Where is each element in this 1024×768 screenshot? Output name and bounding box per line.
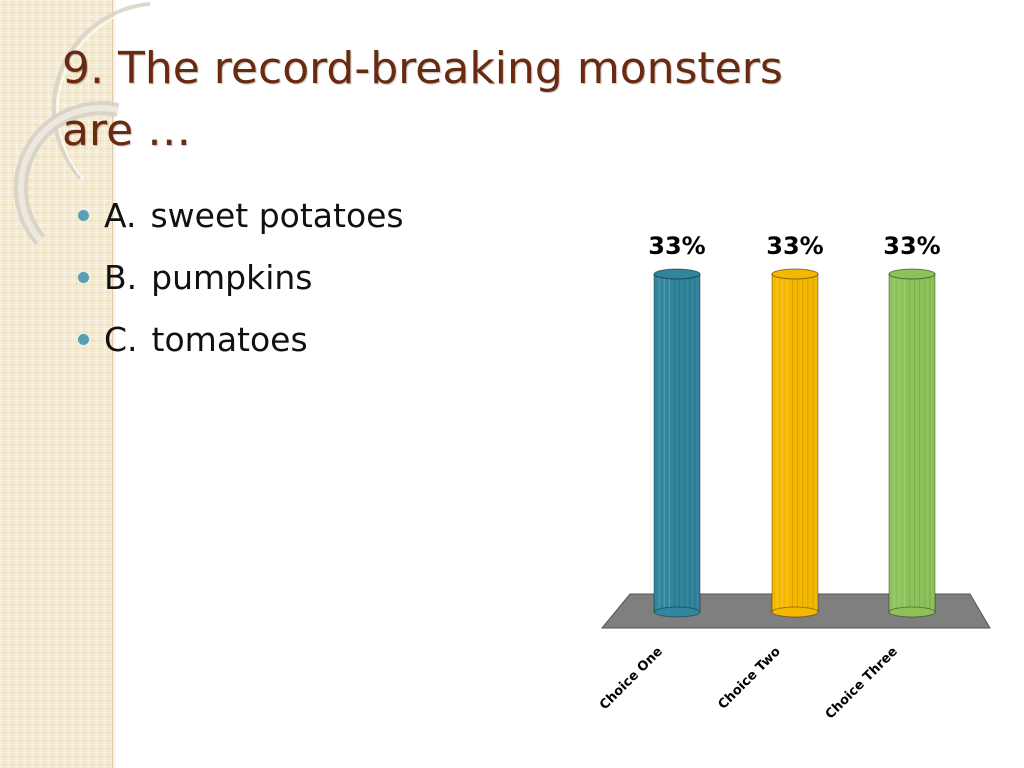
answer-item-a: A. sweet potatoes [76, 190, 404, 252]
bars-layer [653, 268, 936, 618]
answer-letter: A. [104, 196, 137, 235]
value-label-3: 33% [883, 232, 940, 260]
decorative-rings [13, 2, 155, 245]
bar-body [653, 273, 701, 613]
bar-top-cap [888, 268, 936, 280]
answer-text: tomatoes [151, 320, 308, 359]
bar-body [888, 273, 936, 613]
value-label-1: 33% [648, 232, 705, 260]
value-labels-layer: 33% 33% 33% [648, 232, 940, 260]
side-panel-edge [112, 0, 116, 768]
title-text: The record-breaking monsters are … [62, 43, 783, 156]
decor-ring-inner-highlight [17, 105, 119, 242]
bar-2 [771, 268, 819, 618]
title-number: 9. [62, 43, 104, 94]
answer-letter: B. [104, 258, 138, 297]
bar-bottom-cap [771, 606, 819, 618]
answer-item-b: B. pumpkins [76, 252, 404, 314]
slide-title: 9. The record-breaking monsters are … [62, 38, 862, 162]
category-label-3: Choice Three [823, 644, 901, 722]
answer-text: pumpkins [151, 258, 313, 297]
bar-1 [653, 268, 701, 618]
bullet-dot-icon [78, 334, 89, 345]
bullet-dot-icon [78, 272, 89, 283]
bar-3 [888, 268, 936, 618]
answer-letter: C. [104, 320, 138, 359]
answer-item-c: C. tomatoes [76, 314, 404, 376]
answer-text: sweet potatoes [150, 196, 404, 235]
category-labels-layer: Choice One Choice Two Choice Three [597, 644, 901, 722]
bar-bottom-cap [653, 606, 701, 618]
category-label-2: Choice Two [716, 644, 784, 712]
decor-ring-outer-highlight [57, 5, 155, 181]
value-label-2: 33% [766, 232, 823, 260]
bar-top-cap [771, 268, 819, 280]
bar-body [771, 273, 819, 613]
bullet-dot-icon [78, 210, 89, 221]
category-label-1: Choice One [597, 644, 666, 713]
bar-top-cap [653, 268, 701, 280]
bar-bottom-cap [888, 606, 936, 618]
poll-results-chart: 33% 33% 33% Choice One Choice Two Choice Thr… [597, 232, 991, 722]
answer-list: A. sweet potatoes B. pumpkins C. tomatoes [76, 190, 404, 376]
decor-ring-outer [51, 2, 151, 180]
